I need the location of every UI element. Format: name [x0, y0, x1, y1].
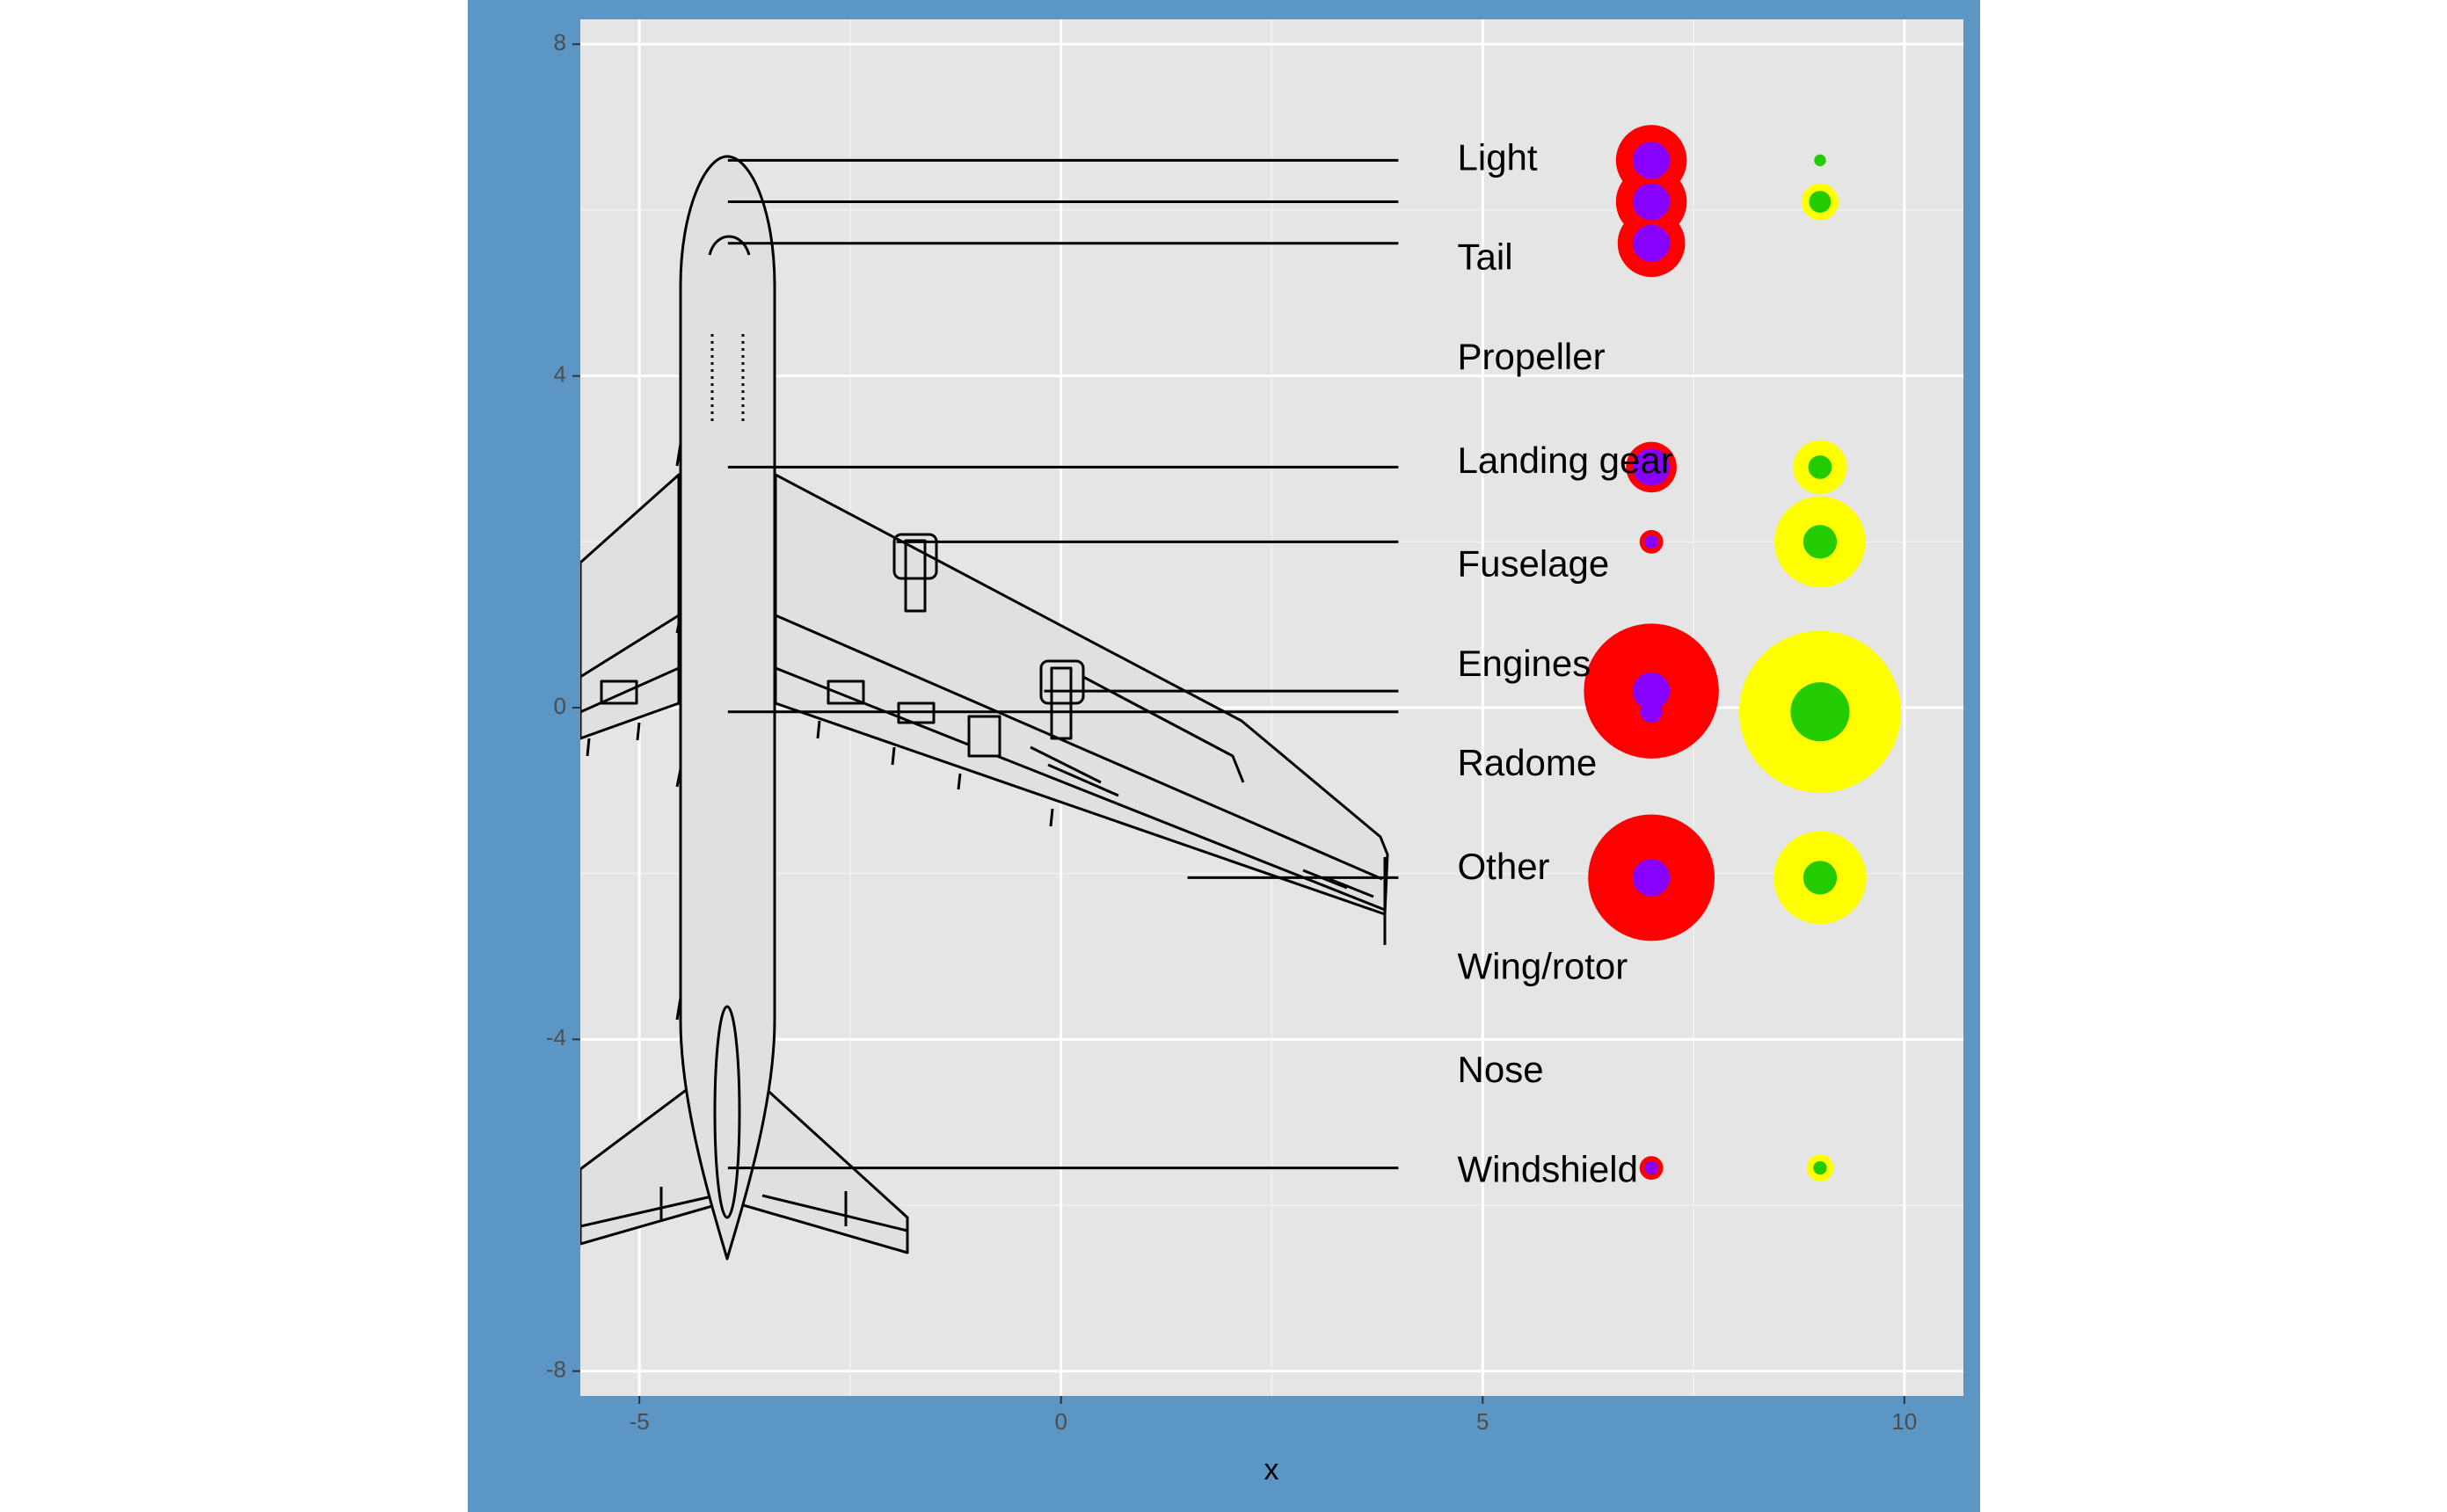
bubble-point: [1644, 534, 1658, 549]
bubble-point: [1802, 525, 1838, 559]
x-tick-label: -5: [630, 1408, 650, 1435]
x-axis-title: x: [1264, 1453, 1279, 1487]
x-tick-label: 0: [1054, 1408, 1067, 1435]
part-label: Fuselage: [1458, 543, 1610, 585]
y-tick-label: 4: [554, 361, 566, 388]
part-label: Propeller: [1458, 336, 1606, 377]
x-tick-label: 5: [1476, 1408, 1489, 1435]
part-label: Tail: [1458, 236, 1513, 278]
bubble-point: [1633, 672, 1671, 710]
bubble-point: [1640, 701, 1663, 723]
y-tick-label: -8: [546, 1356, 566, 1383]
bubble-series: [1584, 125, 1902, 1181]
part-label: Windshield: [1458, 1148, 1638, 1189]
bubble-point: [1809, 191, 1832, 214]
part-label: Landing gear: [1458, 440, 1673, 481]
y-tick-label: -4: [546, 1024, 566, 1050]
bubble-point: [1633, 224, 1671, 262]
leader-lines: [727, 158, 1399, 1170]
part-label: Nose: [1458, 1049, 1544, 1090]
bubble-point: [1790, 682, 1850, 742]
bubble-point: [1814, 154, 1826, 167]
part-labels: Light Tail Propeller Landing gear Fuselage En…: [1458, 136, 1673, 1189]
grid-major: [580, 19, 1963, 1396]
part-label: Wing/rotor: [1458, 945, 1628, 986]
y-axis: 8 4 0 -4 -8: [546, 29, 580, 1383]
x-tick-label: 10: [1891, 1408, 1917, 1435]
plot-frame: Light Tail Propeller Landing gear Fuselage En…: [468, 0, 1980, 1512]
part-label: Light: [1458, 136, 1538, 178]
bubble-point: [1633, 142, 1671, 179]
y-tick-label: 8: [554, 29, 566, 55]
part-label: Radome: [1458, 742, 1598, 783]
bubble-point: [1644, 1160, 1658, 1175]
bubble-point: [1802, 861, 1838, 895]
y-tick-label: 0: [554, 693, 566, 719]
part-label: Engines: [1458, 643, 1591, 684]
bubble-point: [1813, 1160, 1827, 1175]
bubble-point: [1633, 859, 1671, 897]
bubble-point: [1808, 454, 1832, 479]
bird-strike-chart: Light Tail Propeller Landing gear Fuselage En…: [546, 19, 1963, 1487]
bubble-point: [1633, 183, 1671, 221]
airplane-illustration: [580, 155, 1389, 1261]
x-axis: -5 0 5 10: [630, 1396, 1917, 1435]
bubble-point: [1633, 448, 1671, 486]
part-label: Other: [1458, 846, 1550, 887]
